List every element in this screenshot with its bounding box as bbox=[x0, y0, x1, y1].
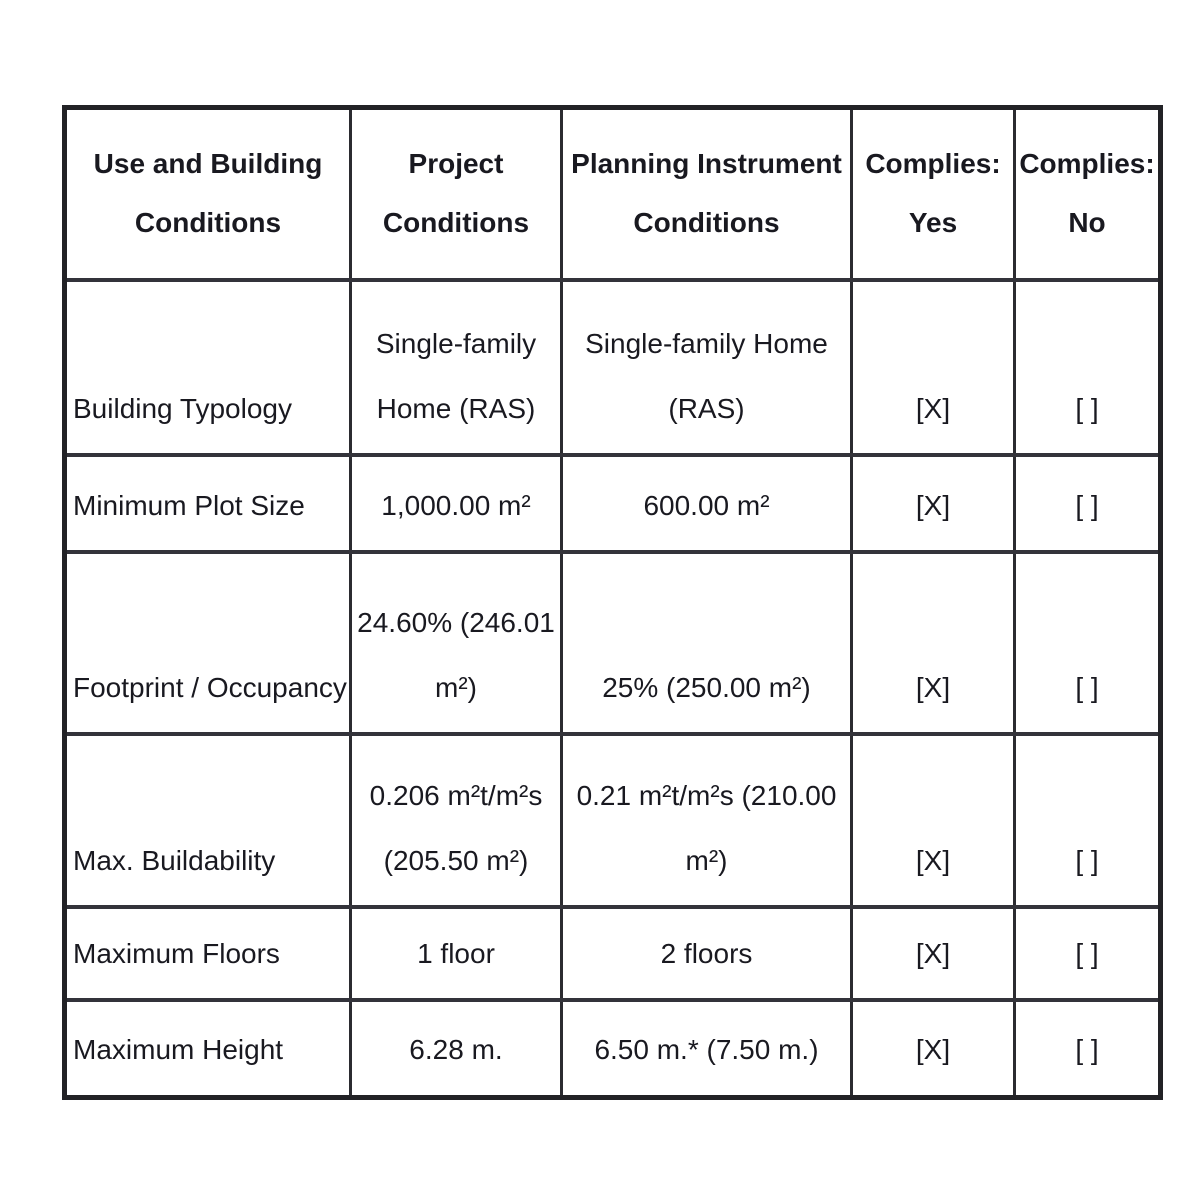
planning-conditions-cell: Single-family Home (RAS) bbox=[560, 278, 853, 457]
complies-no-cell: [ ] bbox=[1013, 550, 1162, 736]
row-label-cell: Footprint / Occupancy bbox=[63, 550, 352, 736]
planning-conditions-cell: 600.00 m² bbox=[560, 453, 853, 554]
table-row-maximum-height: Maximum Height 6.28 m. 6.50 m.* (7.50 m.… bbox=[63, 998, 1162, 1099]
complies-no-cell: [ ] bbox=[1013, 278, 1162, 457]
complies-yes-cell: [X] bbox=[850, 453, 1016, 554]
complies-yes-cell: [X] bbox=[850, 998, 1016, 1099]
header-complies-yes: Complies: Yes bbox=[850, 105, 1016, 282]
header-complies-no: Complies: No bbox=[1013, 105, 1162, 282]
table-row-minimum-plot-size: Minimum Plot Size 1,000.00 m² 600.00 m² … bbox=[63, 453, 1162, 554]
complies-yes-cell: [X] bbox=[850, 550, 1016, 736]
complies-no-cell: [ ] bbox=[1013, 998, 1162, 1099]
project-conditions-cell: 6.28 m. bbox=[349, 998, 563, 1099]
row-label-cell: Building Typology bbox=[63, 278, 352, 457]
table-row-building-typology: Building Typology Single-family Home (RA… bbox=[63, 278, 1162, 457]
header-planning-instrument-conditions: Planning Instrument Conditions bbox=[560, 105, 853, 282]
project-conditions-cell: Single-family Home (RAS) bbox=[349, 278, 563, 457]
project-conditions-cell: 1 floor bbox=[349, 905, 563, 1002]
compliance-table-container: Use and Building Conditions Project Cond… bbox=[62, 105, 1163, 1100]
row-label-cell: Maximum Height bbox=[63, 998, 352, 1099]
table-row-footprint-occupancy: Footprint / Occupancy 24.60% (246.01 m²)… bbox=[63, 550, 1162, 736]
header-use-building-conditions: Use and Building Conditions bbox=[63, 105, 352, 282]
project-conditions-cell: 24.60% (246.01 m²) bbox=[349, 550, 563, 736]
planning-conditions-cell: 0.21 m²t/m²s (210.00 m²) bbox=[560, 732, 853, 909]
complies-no-cell: [ ] bbox=[1013, 905, 1162, 1002]
complies-yes-cell: [X] bbox=[850, 732, 1016, 909]
planning-conditions-cell: 6.50 m.* (7.50 m.) bbox=[560, 998, 853, 1099]
project-conditions-cell: 1,000.00 m² bbox=[349, 453, 563, 554]
table-header-row: Use and Building Conditions Project Cond… bbox=[63, 105, 1162, 282]
project-conditions-cell: 0.206 m²t/m²s (205.50 m²) bbox=[349, 732, 563, 909]
header-project-conditions: Project Conditions bbox=[349, 105, 563, 282]
table-row-maximum-floors: Maximum Floors 1 floor 2 floors [X] [ ] bbox=[63, 905, 1162, 1002]
row-label-cell: Minimum Plot Size bbox=[63, 453, 352, 554]
compliance-table: Use and Building Conditions Project Cond… bbox=[62, 105, 1163, 1100]
complies-no-cell: [ ] bbox=[1013, 732, 1162, 909]
complies-no-cell: [ ] bbox=[1013, 453, 1162, 554]
planning-conditions-cell: 2 floors bbox=[560, 905, 853, 1002]
complies-yes-cell: [X] bbox=[850, 278, 1016, 457]
complies-yes-cell: [X] bbox=[850, 905, 1016, 1002]
table-row-max-buildability: Max. Buildability 0.206 m²t/m²s (205.50 … bbox=[63, 732, 1162, 909]
planning-conditions-cell: 25% (250.00 m²) bbox=[560, 550, 853, 736]
row-label-cell: Maximum Floors bbox=[63, 905, 352, 1002]
row-label-cell: Max. Buildability bbox=[63, 732, 352, 909]
